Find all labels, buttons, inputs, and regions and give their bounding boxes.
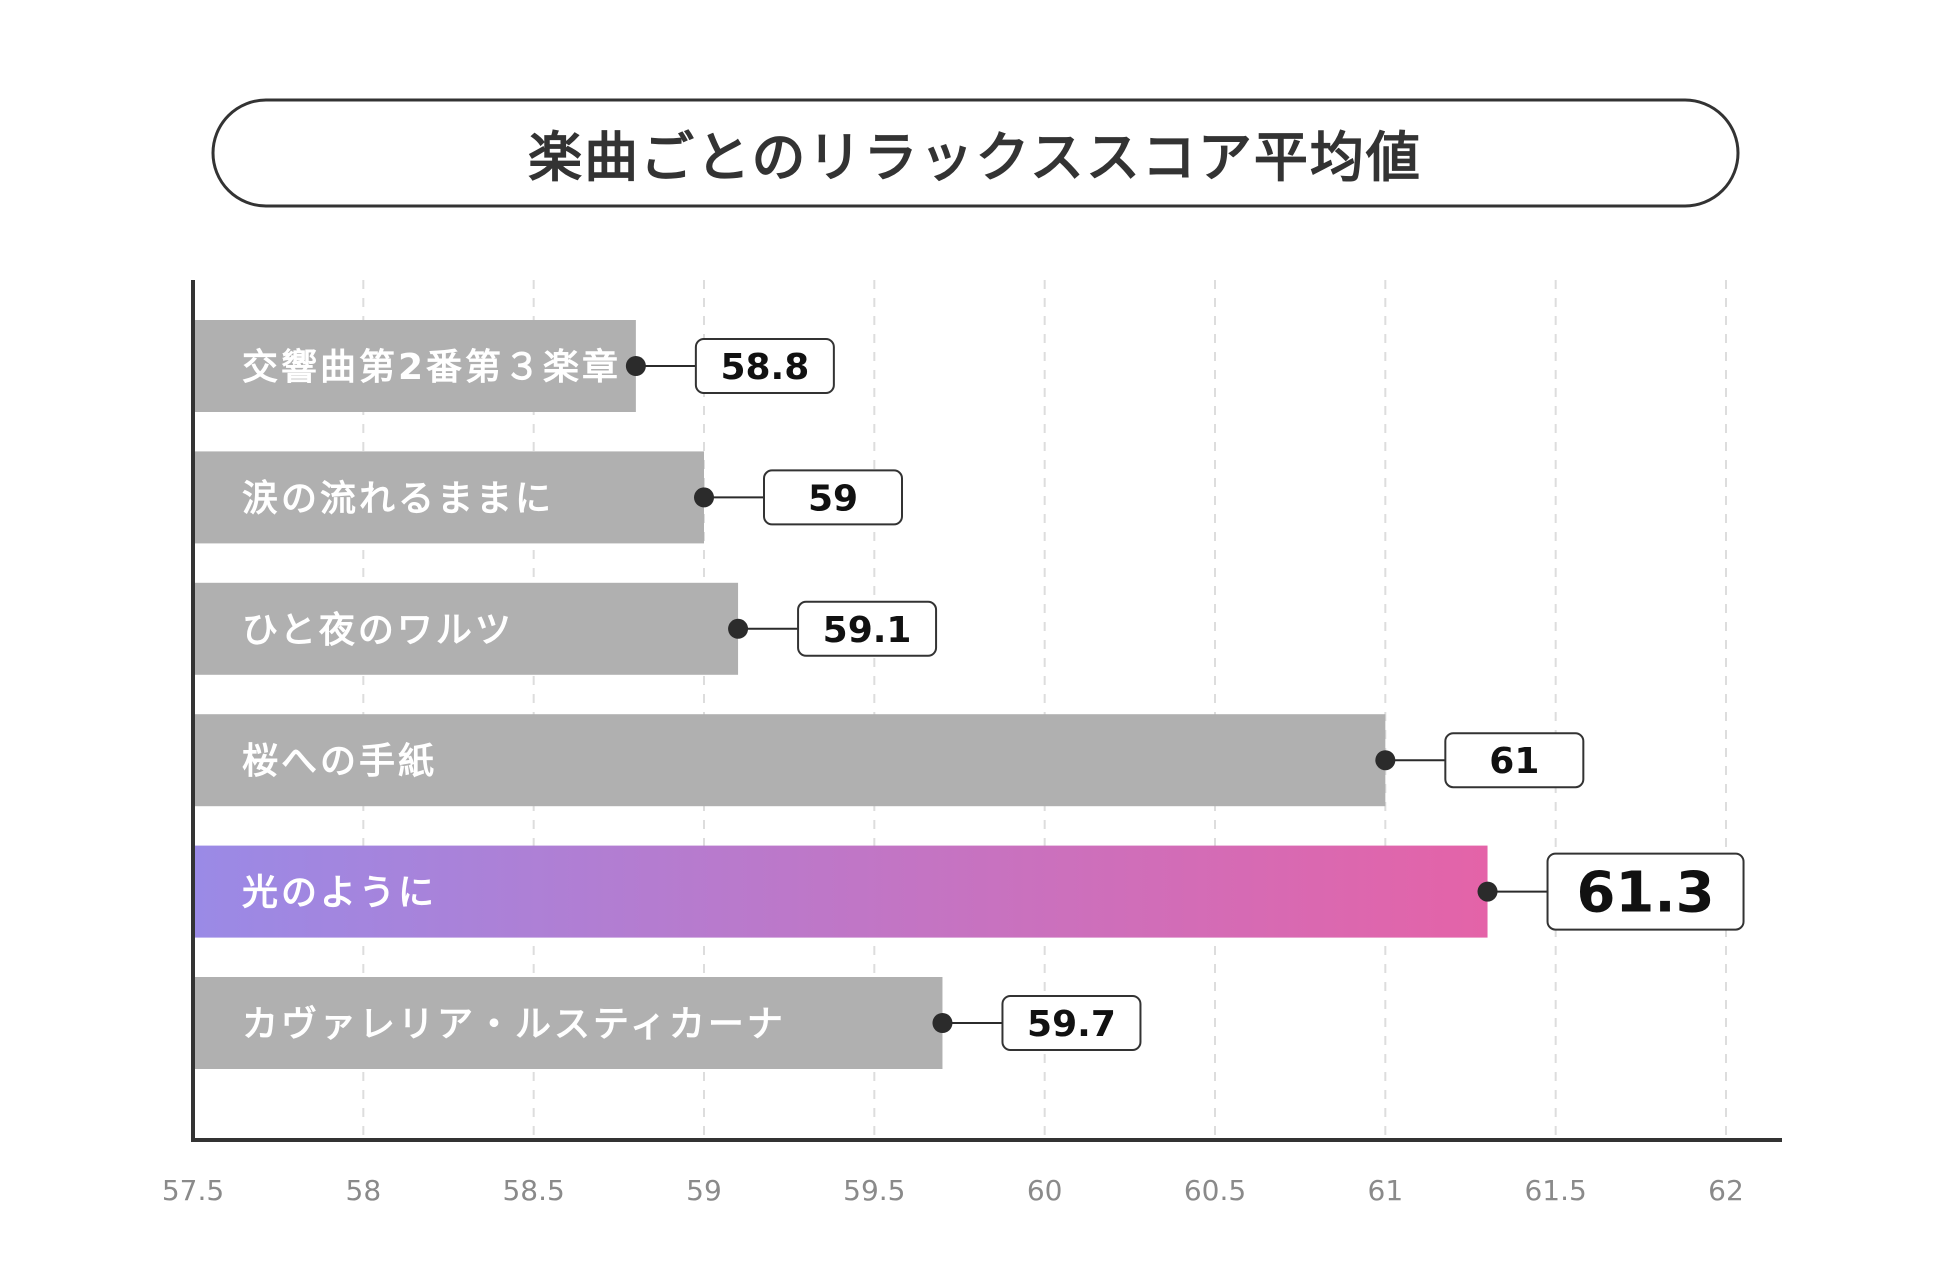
value-box (797, 600, 938, 657)
bar (193, 977, 943, 1069)
value-box (1546, 852, 1745, 931)
bar (193, 714, 1386, 807)
bar-category-label: ひと夜のワルツ (242, 610, 514, 651)
value-dot (1375, 750, 1396, 771)
bar-group: 涙の流れるままに 59 (193, 451, 903, 544)
x-tick-label: 62 (1708, 1174, 1744, 1207)
chart-title: 楽曲ごとのリラックススコア平均値 (528, 126, 1422, 189)
bar-category-label: カヴァレリア・ルスティカーナ (242, 1004, 786, 1045)
value-dot (625, 356, 646, 376)
bar (193, 582, 739, 675)
x-tick-label: 61.5 (1524, 1174, 1586, 1207)
value-dot (932, 1013, 953, 1033)
bar-group: カヴァレリア・ルスティカーナ 59.7 (193, 977, 1142, 1069)
value-box (1444, 732, 1585, 789)
value-box (694, 338, 835, 394)
value-box (1001, 995, 1142, 1051)
value-dot (694, 487, 714, 508)
bar-group: ひと夜のワルツ 59.1 (193, 582, 938, 675)
value-label: 59 (808, 478, 858, 519)
value-label: 59.7 (1027, 1004, 1116, 1045)
value-box (763, 469, 903, 526)
value-dot (1477, 881, 1498, 902)
value-dot (728, 618, 749, 639)
x-tick-label: 58.5 (502, 1174, 564, 1207)
x-tick-label: 60 (1027, 1174, 1063, 1207)
x-tick-label: 57.5 (162, 1174, 224, 1207)
bar (193, 320, 636, 412)
bar-category-label: 涙の流れるままに (242, 477, 554, 519)
axes (191, 280, 1782, 1142)
bar-category-label: 桜への手紙 (242, 741, 437, 782)
value-label: 61.3 (1576, 861, 1714, 926)
bar-group: 交響曲第2番第３楽章 58.8 (193, 320, 835, 412)
x-tick-labels: 57.5 58 58.5 59 59.5 60 60.5 61 61.5 62 (162, 1174, 1744, 1207)
x-tick-label: 59.5 (843, 1174, 905, 1207)
x-tick-label: 58 (346, 1174, 382, 1207)
x-tick-label: 59 (686, 1174, 722, 1207)
value-label: 58.8 (720, 347, 809, 388)
bar-category-label: 交響曲第2番第３楽章 (242, 346, 621, 388)
x-tick-label: 60.5 (1184, 1174, 1246, 1207)
x-tick-label: 61 (1368, 1174, 1404, 1207)
value-label: 59.1 (823, 610, 912, 651)
bar (193, 451, 704, 544)
bar-group: 光のように 61.3 (193, 845, 1745, 938)
value-label: 61 (1489, 741, 1539, 782)
chart-title-box: 楽曲ごとのリラックススコア平均値 (211, 98, 1740, 208)
bar (193, 845, 1488, 938)
bar-group: 桜への手紙 61 (193, 714, 1585, 807)
bar-category-label: 光のように (242, 873, 437, 914)
bars: 交響曲第2番第３楽章 58.8 涙の流れるままに 59 ひと夜のワルツ 59.1 桜への手紙… (193, 320, 1745, 1069)
